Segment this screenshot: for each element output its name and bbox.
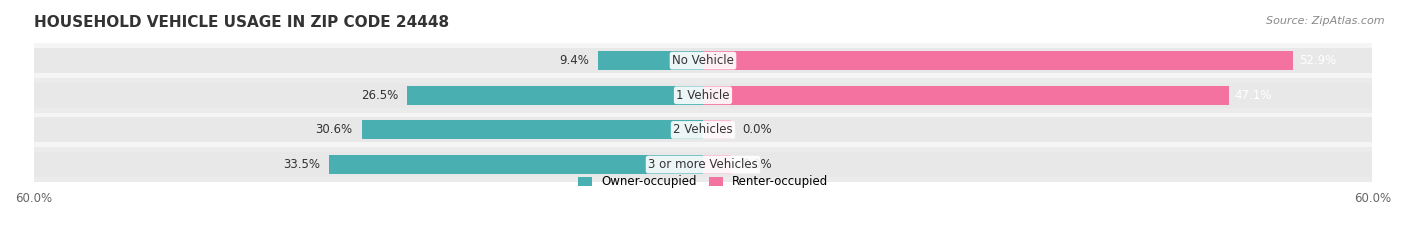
Bar <box>34 147 1372 182</box>
Text: HOUSEHOLD VEHICLE USAGE IN ZIP CODE 24448: HOUSEHOLD VEHICLE USAGE IN ZIP CODE 2444… <box>34 15 449 30</box>
Text: 2 Vehicles: 2 Vehicles <box>673 123 733 136</box>
Legend: Owner-occupied, Renter-occupied: Owner-occupied, Renter-occupied <box>572 171 834 193</box>
Bar <box>34 152 703 177</box>
Bar <box>703 155 731 174</box>
Bar <box>361 121 703 139</box>
Bar <box>703 121 731 139</box>
Text: 9.4%: 9.4% <box>560 54 589 67</box>
Bar <box>703 152 1372 177</box>
Text: 0.0%: 0.0% <box>742 158 772 171</box>
Bar <box>703 51 1294 70</box>
Bar <box>34 113 1372 147</box>
Bar <box>408 86 703 105</box>
Bar <box>703 48 1372 73</box>
Bar <box>34 83 703 108</box>
Bar <box>329 155 703 174</box>
Bar <box>34 43 1372 78</box>
Text: No Vehicle: No Vehicle <box>672 54 734 67</box>
Bar <box>703 117 1372 143</box>
Bar <box>703 83 1372 108</box>
Text: 1 Vehicle: 1 Vehicle <box>676 89 730 102</box>
Text: 3 or more Vehicles: 3 or more Vehicles <box>648 158 758 171</box>
Text: Source: ZipAtlas.com: Source: ZipAtlas.com <box>1267 16 1385 26</box>
Bar <box>34 78 1372 113</box>
Bar <box>34 48 703 73</box>
Text: 0.0%: 0.0% <box>742 123 772 136</box>
Text: 26.5%: 26.5% <box>361 89 398 102</box>
Bar <box>598 51 703 70</box>
Text: 52.9%: 52.9% <box>1299 54 1336 67</box>
Text: 33.5%: 33.5% <box>283 158 321 171</box>
Text: 30.6%: 30.6% <box>315 123 353 136</box>
Bar <box>703 86 1229 105</box>
Text: 47.1%: 47.1% <box>1234 89 1271 102</box>
Bar <box>34 117 703 143</box>
